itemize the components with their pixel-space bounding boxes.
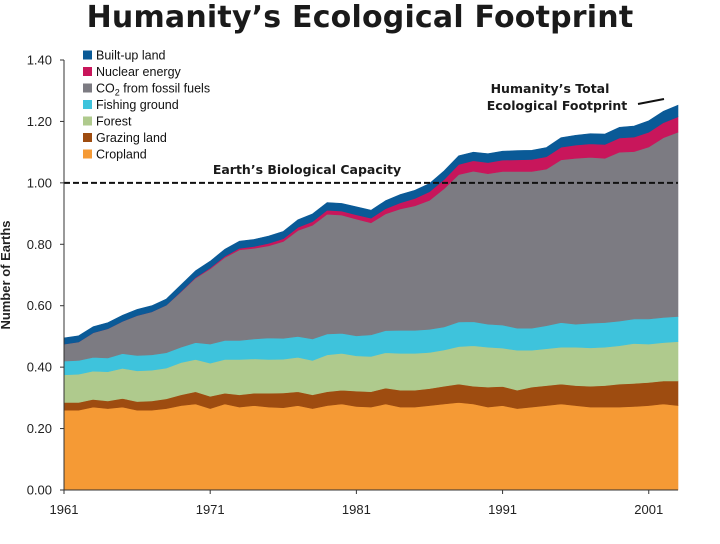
total-footprint-pointer (637, 98, 665, 105)
area-built-up-land (63, 104, 679, 345)
total-footprint-label-line2: Ecological Footprint (487, 98, 628, 113)
legend-swatch-cropland (83, 149, 92, 159)
area-cropland (63, 402, 679, 491)
chart-title: Humanity’s Ecological Footprint (86, 0, 634, 35)
legend-entry-built-up-land: Built-up land (96, 49, 166, 63)
legend-swatch-grazing-land (83, 133, 92, 142)
y-tick-label: 0.00 (27, 483, 52, 498)
legend-entry-fishing-ground: Fishing ground (96, 98, 179, 112)
legend-entry-forest: Forest (96, 115, 132, 129)
legend-entry-grazing-land: Grazing land (96, 131, 167, 145)
legend-swatch-co2-from-fossil-fuels (83, 83, 92, 93)
legend-entry-nuclear-energy: Nuclear energy (96, 65, 182, 79)
legend-entry-cropland: Cropland (96, 148, 147, 162)
x-tick-label: 1961 (50, 502, 79, 517)
legend-swatch-fishing-ground (83, 100, 92, 109)
total-footprint-label-line1: Humanity’s Total (491, 81, 610, 96)
legend-swatch-forest (83, 116, 92, 126)
x-tick-label: 1991 (488, 502, 517, 517)
legend-swatch-built-up-land (83, 50, 92, 60)
biocapacity-label: Earth’s Biological Capacity (213, 162, 401, 177)
y-tick-label: 1.40 (27, 53, 52, 68)
x-tick-label: 1981 (342, 502, 371, 517)
legend-swatch-nuclear-energy (83, 67, 92, 76)
y-axis-label: Number of Earths (0, 220, 13, 329)
y-tick-label: 1.20 (27, 114, 52, 129)
y-tick-label: 0.60 (27, 298, 52, 313)
x-tick-label: 2001 (634, 502, 663, 517)
y-tick-label: 0.80 (27, 237, 52, 252)
y-tick-label: 0.20 (27, 421, 52, 436)
x-tick-label: 1971 (196, 502, 225, 517)
legend-entry-co2-from-fossil-fuels: CO2 from fossil fuels (96, 82, 210, 98)
y-tick-label: 1.00 (27, 175, 52, 190)
y-tick-label: 0.40 (27, 360, 52, 375)
